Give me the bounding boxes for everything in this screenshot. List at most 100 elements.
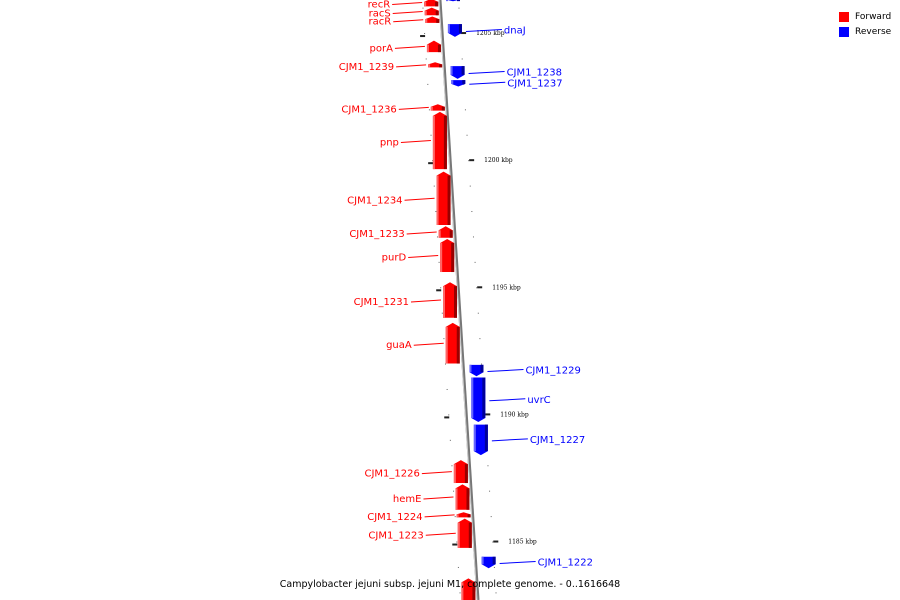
gene-arrow (447, 24, 462, 37)
gene-arrow-highlight (481, 556, 484, 565)
minor-tick-left (448, 414, 450, 416)
gene-arrow-highlight (436, 175, 439, 225)
gene-arrow (481, 556, 496, 569)
gene-arrow-shade (451, 242, 455, 273)
gene-arrow (424, 7, 439, 16)
gene-arrow-highlight (443, 286, 445, 318)
major-tick-left (452, 543, 458, 546)
gene-arrow (432, 111, 447, 170)
minor-tick-right (487, 465, 489, 467)
major-tick (469, 159, 475, 162)
reverse-swatch-icon (839, 26, 849, 37)
gene-leader-line (499, 561, 536, 564)
major-tick-left (428, 162, 434, 165)
gene-label: hemE (393, 494, 422, 505)
gene-leader-line (469, 81, 506, 85)
gene-arrow-highlight (457, 522, 460, 548)
minor-tick-right (476, 287, 478, 289)
major-tick (493, 540, 499, 543)
gene-leader-line (398, 106, 429, 110)
major-tick-left (420, 35, 426, 38)
gene-arrow (440, 238, 455, 273)
minor-tick-right (464, 109, 466, 111)
gene-arrow-shade (441, 106, 445, 111)
major-tick (461, 32, 467, 35)
gene-leader-line (421, 471, 452, 475)
minor-tick-left (422, 7, 424, 9)
gene-leader-line (491, 438, 528, 442)
gene-arrow-shade (464, 464, 468, 484)
gene-arrow-shade (480, 364, 484, 373)
gene-label: CJM1_1231 (354, 297, 409, 308)
minor-tick-right (492, 541, 494, 543)
gene-label: CJM1_1224 (367, 512, 422, 523)
minor-tick-right (490, 516, 492, 518)
gene-arrow (443, 282, 457, 318)
minor-tick-right (461, 58, 463, 60)
minor-tick-left (445, 363, 447, 365)
tick-label: 1200 kbp (484, 157, 513, 164)
gene-arrow (436, 171, 451, 225)
gene-leader-line (468, 70, 505, 74)
minor-tick-left (432, 160, 434, 162)
major-tick (485, 413, 491, 416)
gene-arrow (445, 322, 460, 364)
gene-arrow-shade (468, 522, 472, 548)
minor-tick-right (474, 261, 476, 263)
gene-label: CJM1_1227 (530, 435, 585, 446)
minor-tick-right (458, 7, 460, 9)
gene-arrow-shade (449, 230, 453, 238)
gene-leader-line (425, 532, 456, 536)
gene-label: purD (382, 253, 407, 264)
gene-arrow-shade (492, 556, 496, 565)
minor-tick-left (454, 516, 456, 518)
gene-arrow-shade (435, 10, 439, 16)
gene-label: CJM1_1238 (507, 67, 562, 78)
gene-arrow-shade (447, 175, 451, 225)
gene-label: CJM1_1234 (347, 195, 402, 206)
gene-arrow (424, 0, 439, 7)
gene-arrow-shade (466, 488, 470, 510)
gene-leader-line (465, 29, 502, 33)
gene-arrow-shade (462, 80, 466, 84)
minor-tick-left (428, 109, 430, 111)
gene-arrow-shade (457, 0, 460, 2)
gene-label: pnp (380, 137, 399, 148)
gene-label: guaA (386, 340, 412, 351)
minor-tick-left (451, 465, 453, 467)
gene-arrow (450, 66, 465, 79)
gene-arrow-highlight (424, 10, 427, 16)
minor-tick-left (436, 236, 438, 238)
gene-leader-line (392, 10, 423, 14)
legend-item-reverse: Reverse (839, 24, 891, 39)
gene-arrow (428, 62, 443, 68)
gene-arrow-shade (435, 1, 439, 7)
gene-label: porA (370, 43, 394, 54)
minor-tick-left (430, 134, 432, 136)
gene-leader-line (489, 398, 526, 402)
gene-arrow-highlight (450, 66, 453, 75)
gene-arrow (473, 424, 488, 456)
gene-arrow-shade (456, 326, 460, 364)
gene-arrow-highlight (438, 230, 441, 238)
minor-tick-left (438, 261, 440, 263)
gene-arrow-shade (461, 66, 465, 75)
gene-label: CJM1_1226 (364, 469, 419, 480)
minor-tick-left (449, 439, 451, 441)
minor-tick-left (457, 566, 459, 568)
gene-label: CJM1_1237 (507, 78, 562, 89)
gene-arrow-shade (482, 377, 486, 419)
gene-leader-line (404, 197, 435, 201)
gene-arrow (457, 518, 472, 548)
gene-arrow-shade (443, 115, 447, 170)
gene-arrow (425, 16, 440, 23)
gene-arrow-highlight (445, 326, 448, 364)
minor-tick-left (459, 592, 461, 594)
gene-arrow (471, 377, 486, 423)
gene-label: racR (369, 17, 392, 28)
gene-arrow (456, 512, 471, 518)
gene-arrow-highlight (456, 514, 459, 518)
legend-label-forward: Forward (855, 11, 892, 22)
major-tick-left (436, 289, 442, 292)
